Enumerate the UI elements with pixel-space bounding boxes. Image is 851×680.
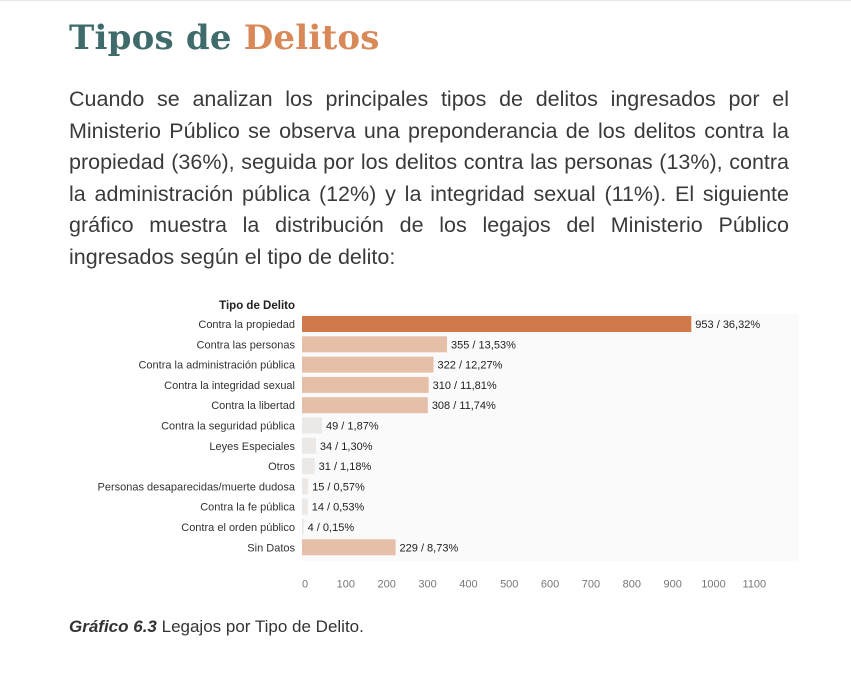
bar [302, 397, 428, 414]
bar [302, 336, 448, 353]
data-label: 31 / 1,18% [319, 461, 372, 473]
data-label: 308 / 11,74% [432, 400, 496, 412]
bar [302, 376, 429, 393]
bar [302, 478, 309, 495]
data-label: 355 / 13,53% [451, 339, 516, 351]
category-label: Personas desaparecidas/muerte dudosa [97, 481, 295, 493]
data-label: 34 / 1,30% [320, 441, 373, 453]
data-label: 953 / 36,32% [695, 319, 760, 331]
bar-chart: Tipo de Delito Contra la propiedad 953 / 3… [97, 300, 799, 590]
category-label: Contra la integridad sexual [164, 380, 295, 392]
bar [302, 498, 308, 515]
x-tick-label: 200 [378, 579, 396, 590]
category-label: Contra la seguridad pública [161, 421, 296, 433]
category-label: Contra el orden público [181, 522, 295, 534]
bar [302, 356, 434, 373]
x-tick-label: 800 [623, 579, 641, 590]
category-label: Contra la fe pública [200, 502, 296, 514]
category-label: Leyes Especiales [209, 441, 295, 453]
bar [302, 458, 315, 475]
x-tick-label: 500 [500, 579, 518, 590]
x-tick-label: 300 [418, 579, 436, 590]
bar [302, 437, 316, 454]
figure-caption: Gráfico 6.3 Legajos por Tipo de Delito. [69, 617, 364, 637]
data-label: 15 / 0,57% [312, 481, 365, 493]
data-label: 49 / 1,87% [326, 421, 379, 433]
data-label: 229 / 8,73% [400, 542, 459, 554]
title-word-2: Delitos [243, 18, 380, 58]
x-tick-label: 1000 [701, 579, 725, 590]
data-label: 310 / 11,81% [433, 380, 497, 392]
category-label: Contra la propiedad [198, 319, 295, 331]
bar [302, 417, 323, 434]
category-label: Contra la libertad [211, 400, 295, 412]
x-tick-label: 0 [302, 579, 308, 590]
row-header: Tipo de Delito [219, 300, 295, 312]
category-label: Contra las personas [197, 339, 296, 351]
data-label: 4 / 0,15% [308, 522, 355, 534]
top-rule [0, 0, 851, 1]
category-label: Sin Datos [247, 542, 295, 554]
data-label: 14 / 0,53% [312, 502, 365, 514]
x-tick-label: 700 [582, 579, 600, 590]
intro-paragraph: Cuando se analizan los principales tipos… [69, 87, 789, 269]
x-tick-label: 400 [459, 579, 477, 590]
title-word-1: Tipos de [69, 18, 232, 58]
page-title: Tipos de Delitos [69, 18, 380, 58]
x-tick-label: 900 [663, 579, 681, 590]
bar [302, 519, 304, 535]
data-label: 322 / 12,27% [438, 360, 503, 372]
caption-label: Gráfico 6.3 [69, 617, 157, 636]
x-tick-label: 1100 [743, 579, 767, 590]
caption-text: Legajos por Tipo de Delito. [161, 617, 364, 636]
plot-area [302, 314, 799, 562]
x-tick-label: 100 [337, 579, 355, 590]
bar [302, 316, 692, 332]
x-tick-label: 600 [541, 579, 559, 590]
bar [302, 539, 396, 556]
category-label: Contra la administración pública [138, 360, 295, 372]
category-label: Otros [268, 461, 295, 473]
